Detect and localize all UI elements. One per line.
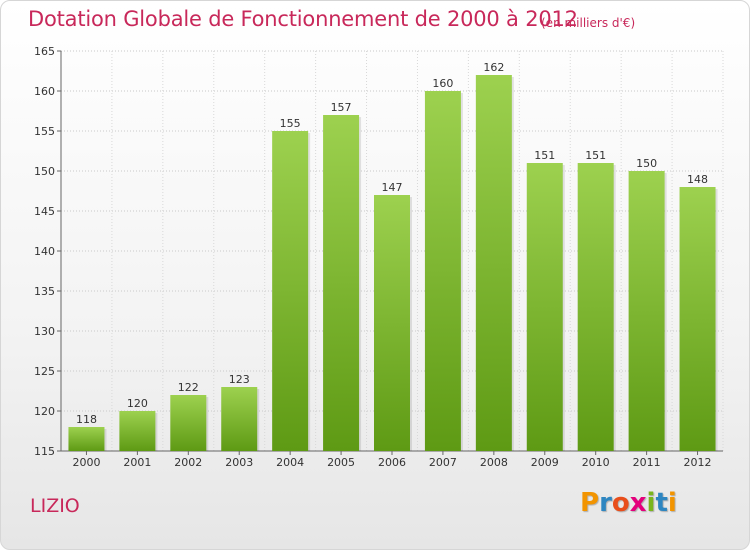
bar-value-label: 162 (483, 61, 504, 74)
bar-value-label: 148 (687, 173, 708, 186)
x-tick-label: 2003 (225, 456, 253, 469)
label-layer: 2000 118 2001 120 2002 122 2003 123 2004 155 2005 1… (72, 61, 711, 469)
bar (424, 91, 461, 451)
x-tick-label: 2002 (174, 456, 202, 469)
x-tick-label: 2001 (123, 456, 151, 469)
bar-value-label: 150 (636, 157, 657, 170)
x-tick-label: 2005 (327, 456, 355, 469)
bar (68, 427, 105, 451)
commune-name: LIZIO (30, 495, 80, 517)
y-tick-label: 120 (34, 405, 55, 418)
bar-layer (68, 75, 718, 451)
logo-letter: r (599, 488, 612, 518)
x-tick-label: 2008 (480, 456, 508, 469)
logo-letter: i (667, 488, 677, 518)
proxiti-logo: Proxiti (580, 488, 677, 518)
logo-letter: x (629, 488, 647, 518)
bar-value-label: 157 (331, 101, 352, 114)
x-tick-label: 2007 (429, 456, 457, 469)
bar (374, 195, 410, 451)
bar (272, 131, 309, 451)
bar (475, 75, 512, 451)
chart-unit-note: (en milliers d'€) (541, 16, 636, 30)
y-tick-label: 130 (34, 325, 55, 338)
bar (628, 171, 665, 451)
bar-value-label: 160 (432, 77, 453, 90)
bar-value-label: 120 (127, 397, 148, 410)
bar-value-label: 151 (585, 149, 606, 162)
bar-value-label: 151 (534, 149, 555, 162)
bar-value-label: 122 (178, 381, 199, 394)
y-tick-label: 145 (34, 205, 55, 218)
bar (526, 163, 563, 451)
x-tick-label: 2009 (531, 456, 559, 469)
bar-value-label: 147 (382, 181, 403, 194)
x-tick-label: 2006 (378, 456, 406, 469)
y-tick-label: 135 (34, 285, 55, 298)
bar (221, 387, 258, 451)
y-tick-label: 140 (34, 245, 55, 258)
bar (119, 411, 156, 451)
x-tick-label: 2000 (72, 456, 100, 469)
bar (170, 395, 207, 451)
y-tick-label: 150 (34, 165, 55, 178)
y-tick-label: 155 (34, 125, 55, 138)
x-tick-label: 2012 (684, 456, 712, 469)
x-tick-label: 2010 (582, 456, 610, 469)
y-tick-label: 115 (34, 445, 55, 458)
chart-title: Dotation Globale de Fonctionnement de 20… (28, 7, 578, 31)
bar (577, 163, 614, 451)
logo-letter: i (646, 488, 656, 518)
logo-letter: o (611, 488, 630, 518)
bar-value-label: 123 (229, 373, 250, 386)
logo-letter: t (655, 488, 668, 518)
logo-letter: P (580, 488, 600, 518)
x-tick-label: 2004 (276, 456, 304, 469)
y-tick-label: 125 (34, 365, 55, 378)
y-tick-label: 160 (34, 85, 55, 98)
x-tick-label: 2011 (633, 456, 661, 469)
axis-layer: 115 120 125 130 135 140 145 150 155 160 165 (34, 45, 723, 458)
bar (323, 115, 360, 451)
bar-value-label: 118 (76, 413, 97, 426)
bar-value-label: 155 (280, 117, 301, 130)
bar (679, 187, 716, 451)
y-tick-label: 165 (34, 45, 55, 58)
